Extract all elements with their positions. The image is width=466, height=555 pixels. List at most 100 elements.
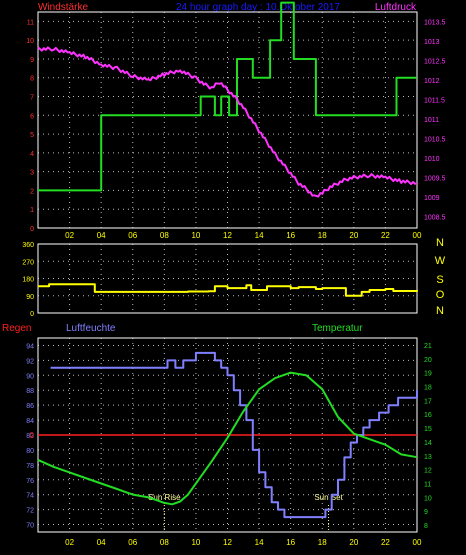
x-tick-label: 08	[160, 231, 169, 240]
y-tick-label-luftdruck: 1009.5	[424, 175, 446, 182]
wind-direction-line	[38, 283, 418, 297]
y-tick-label-temperatur: 19	[424, 371, 432, 378]
y-tick-label-luftfeuchte: 86	[26, 403, 34, 410]
x-tick-label: 06	[128, 231, 137, 240]
x-tick-label: 18	[318, 538, 327, 547]
y-tick-label-luftdruck: 1013.5	[424, 20, 446, 27]
direction-label: O	[436, 289, 445, 301]
y-tick-label-luftfeuchte: 70	[26, 523, 34, 530]
y-tick-label-luftdruck: 1010.5	[424, 136, 446, 143]
y-tick-label-windstaerke: 1	[30, 207, 34, 214]
x-tick-label: 20	[349, 231, 358, 240]
luftdruck-line	[37, 46, 418, 198]
direction-label: S	[436, 274, 443, 286]
y-tick-label-temperatur: 13	[424, 454, 432, 461]
y-tick-label-temperatur: 8	[424, 523, 428, 530]
y-tick-label-temperatur: 17	[424, 398, 432, 405]
x-tick-label: 18	[318, 231, 327, 240]
luftdruck-label: Luftdruck	[375, 2, 417, 13]
plot-frame	[37, 243, 418, 314]
plot-frame	[37, 11, 418, 229]
x-tick-label: 14	[255, 538, 264, 547]
x-tick-label: 12	[223, 231, 232, 240]
wind-pressure-panel: 012345678910111008.510091009.510101010.5…	[26, 1, 446, 240]
y-tick-label-luftfeuchte: 74	[26, 493, 34, 500]
y-tick-label-luftfeuchte: 84	[26, 418, 34, 425]
x-tick-label: 16	[286, 231, 295, 240]
y-tick-label-temperatur: 18	[424, 385, 432, 392]
y-tick-label-direction: 360	[22, 242, 34, 249]
y-tick-label-luftfeuchte: 72	[26, 508, 34, 515]
y-tick-label-luftfeuchte: 78	[26, 463, 34, 470]
luftfeuchte-label: Luftfeuchte	[66, 323, 116, 334]
y-tick-label-luftfeuchte: 94	[26, 343, 34, 350]
y-tick-label-windstaerke: 11	[27, 19, 34, 26]
y-tick-label-luftfeuchte: 90	[26, 373, 34, 380]
direction-label: W	[435, 255, 446, 267]
x-tick-label: 00	[413, 231, 422, 240]
x-tick-label: 10	[191, 231, 200, 240]
sun-marker-label: Sun Set	[314, 493, 343, 502]
x-tick-label: 02	[65, 538, 74, 547]
y-tick-label-luftdruck: 1012.5	[424, 59, 446, 66]
y-tick-label-direction: 0	[30, 311, 34, 318]
y-tick-label-luftdruck: 1012	[424, 78, 440, 85]
y-tick-label-luftdruck: 1010	[424, 156, 440, 163]
y-tick-label-temperatur: 16	[424, 412, 432, 419]
x-tick-label: 02	[65, 231, 74, 240]
x-tick-label: 08	[160, 538, 169, 547]
y-tick-label-windstaerke: 2	[30, 188, 34, 195]
y-tick-label-direction: 90	[26, 294, 34, 301]
x-tick-label: 22	[381, 231, 390, 240]
y-tick-label-windstaerke: 10	[26, 38, 34, 45]
y-tick-label-windstaerke: 3	[30, 170, 34, 177]
y-tick-label-luftdruck: 1008.5	[424, 214, 446, 221]
y-tick-label-direction: 270	[22, 259, 34, 266]
x-tick-label: 22	[381, 538, 390, 547]
windstaerke-line	[38, 1, 417, 192]
y-tick-label-luftfeuchte: 88	[26, 388, 34, 395]
y-tick-label-direction: 180	[22, 277, 34, 284]
temperatur-line	[37, 371, 418, 506]
x-tick-label: 12	[223, 538, 232, 547]
y-tick-label-temperatur: 21	[424, 343, 432, 350]
y-tick-label-windstaerke: 9	[30, 57, 34, 64]
x-tick-label: 00	[413, 538, 422, 547]
x-tick-label: 20	[349, 538, 358, 547]
regen-value-label: 0	[30, 431, 35, 440]
direction-label: N	[436, 305, 444, 317]
direction-label: N	[436, 237, 444, 249]
x-tick-label: 04	[97, 538, 106, 547]
y-tick-label-temperatur: 11	[424, 482, 431, 489]
humidity-temperature-panel: 70 72 74 76 78 80 82 84 86 88 90 92 94 8 9 10 11 12 13 14 15…	[26, 337, 432, 547]
y-tick-label-windstaerke: 4	[30, 151, 34, 158]
y-tick-label-luftdruck: 1011.5	[424, 98, 445, 105]
windstaerke-label: Windstärke	[38, 2, 88, 13]
regen-label: Regen	[2, 323, 31, 334]
y-tick-label-luftfeuchte: 82	[26, 433, 34, 440]
y-tick-label-luftfeuchte: 80	[26, 448, 34, 455]
y-tick-label-temperatur: 10	[424, 495, 432, 502]
y-tick-label-temperatur: 15	[424, 426, 432, 433]
x-tick-label: 06	[128, 538, 137, 547]
x-tick-label: 16	[286, 538, 295, 547]
y-tick-label-luftfeuchte: 92	[26, 358, 34, 365]
y-tick-label-luftdruck: 1011	[424, 117, 439, 124]
sun-marker-label: Sun Rise	[148, 493, 181, 502]
luftfeuchte-line	[50, 351, 418, 519]
y-tick-label-windstaerke: 8	[30, 76, 34, 83]
y-tick-label-luftdruck: 1013	[424, 39, 440, 46]
y-tick-label-luftdruck: 1009	[424, 195, 440, 202]
x-tick-label: 04	[97, 231, 106, 240]
y-tick-label-windstaerke: 5	[30, 132, 34, 139]
temperatur-label: Temperatur	[312, 323, 363, 334]
y-tick-label-temperatur: 14	[424, 440, 432, 447]
y-tick-label-temperatur: 12	[424, 468, 432, 475]
x-tick-label: 10	[191, 538, 200, 547]
y-tick-label-temperatur: 20	[424, 357, 432, 364]
y-tick-label-windstaerke: 7	[30, 95, 34, 102]
x-tick-label: 14	[255, 231, 264, 240]
